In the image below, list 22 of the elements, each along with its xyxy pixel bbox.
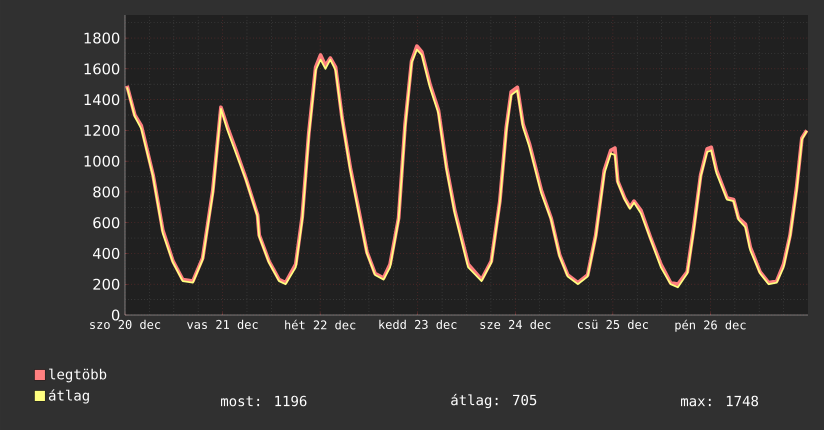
text: max: 1748 <box>681 396 758 406</box>
legend-label: átlag <box>48 389 89 404</box>
x-tick-label: hét 22 dec <box>285 320 356 330</box>
y-tick-label: 1800 <box>84 32 120 44</box>
x-tick-label: pén 26 dec <box>675 320 746 332</box>
y-tick-label: 400 <box>93 248 120 260</box>
y-tick-label: 1000 <box>84 156 120 167</box>
y-tick-label: 600 <box>93 217 120 228</box>
x-tick-label: kedd 23 dec <box>379 320 456 329</box>
y-tick-label: 1200 <box>84 124 120 136</box>
y-tick-label: 1400 <box>84 94 120 106</box>
y-tick-label: 800 <box>93 186 120 198</box>
y-tick-label: 200 <box>93 278 120 290</box>
text: átlag: 705 <box>451 394 536 408</box>
y-tick-label: 1600 <box>84 63 120 74</box>
x-tick-label: sze 24 dec <box>480 320 550 329</box>
legend-label: legtöbb <box>49 368 106 382</box>
text: most: 1196 <box>221 396 306 406</box>
y-tick-label: 0 <box>112 309 120 321</box>
x-tick-label: vas 21 dec <box>187 320 258 329</box>
x-tick-label: szo 20 dec <box>90 320 160 329</box>
x-tick-label: csü 25 dec <box>578 320 648 329</box>
